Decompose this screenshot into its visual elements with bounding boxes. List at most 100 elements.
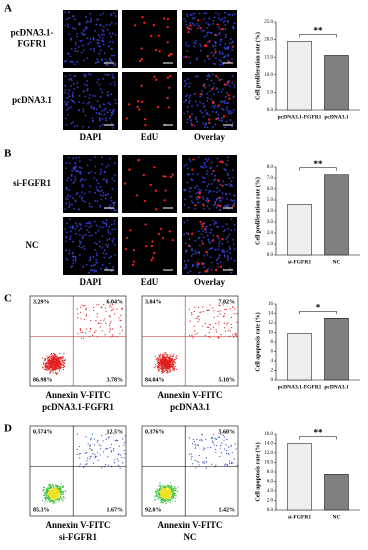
plot-title: pcDNA3.1 bbox=[170, 402, 210, 412]
nucleus bbox=[229, 193, 231, 195]
nucleus bbox=[113, 180, 115, 182]
nucleus bbox=[209, 242, 211, 244]
event bbox=[161, 491, 162, 492]
event bbox=[110, 329, 111, 330]
nucleus bbox=[67, 26, 69, 28]
event bbox=[159, 493, 160, 494]
nucleus bbox=[86, 229, 88, 231]
nucleus bbox=[207, 126, 209, 128]
nucleus bbox=[194, 93, 196, 95]
nucleus bbox=[214, 48, 216, 50]
nucleus bbox=[187, 260, 189, 262]
event bbox=[162, 484, 163, 485]
nucleus bbox=[233, 84, 235, 86]
nucleus bbox=[184, 221, 186, 223]
event bbox=[80, 312, 81, 313]
event bbox=[157, 495, 158, 496]
nucleus bbox=[195, 100, 197, 102]
nucleus bbox=[186, 42, 188, 44]
quadrant-percent: 3.29% bbox=[33, 299, 50, 305]
event bbox=[85, 332, 86, 333]
event bbox=[208, 327, 209, 328]
nucleus bbox=[82, 200, 84, 202]
event bbox=[54, 361, 55, 362]
nucleus bbox=[86, 90, 88, 92]
nucleus bbox=[109, 103, 111, 105]
nucleus bbox=[112, 76, 114, 78]
nucleus bbox=[92, 120, 94, 122]
event bbox=[55, 360, 56, 361]
edu-cell bbox=[162, 237, 164, 239]
event bbox=[114, 462, 115, 463]
event bbox=[169, 364, 170, 365]
event bbox=[90, 328, 91, 329]
event bbox=[199, 455, 200, 456]
event bbox=[114, 459, 115, 460]
event bbox=[62, 499, 63, 500]
event bbox=[226, 324, 227, 325]
event bbox=[169, 355, 170, 356]
event bbox=[46, 495, 47, 496]
event bbox=[161, 498, 162, 499]
event bbox=[216, 445, 217, 446]
nucleus bbox=[195, 40, 197, 42]
event bbox=[191, 335, 192, 336]
event bbox=[229, 461, 230, 462]
bar bbox=[288, 444, 312, 511]
event bbox=[160, 486, 161, 487]
nucleus bbox=[231, 185, 233, 187]
nucleus bbox=[207, 97, 209, 99]
nucleus bbox=[201, 228, 203, 230]
nucleus bbox=[83, 246, 85, 248]
event bbox=[63, 497, 64, 498]
event bbox=[172, 496, 173, 497]
nucleus bbox=[105, 194, 107, 196]
nucleus bbox=[213, 93, 215, 95]
event bbox=[161, 366, 162, 367]
nucleus bbox=[98, 45, 100, 47]
nucleus bbox=[109, 158, 111, 160]
event bbox=[218, 337, 219, 338]
nucleus bbox=[222, 180, 224, 182]
event bbox=[232, 452, 233, 453]
event bbox=[159, 484, 160, 485]
event bbox=[97, 316, 98, 317]
nucleus bbox=[101, 59, 103, 61]
event bbox=[57, 359, 58, 360]
nucleus bbox=[90, 258, 92, 260]
nucleus bbox=[191, 250, 193, 252]
edu-cell bbox=[128, 103, 130, 105]
nucleus bbox=[81, 179, 83, 181]
nucleus bbox=[101, 163, 103, 165]
nucleus bbox=[67, 101, 69, 103]
event bbox=[45, 363, 46, 364]
nucleus bbox=[112, 41, 114, 43]
nucleus bbox=[213, 53, 215, 55]
edu-cell bbox=[217, 204, 219, 206]
nucleus bbox=[65, 167, 67, 169]
nucleus bbox=[189, 158, 191, 160]
edu-cell bbox=[186, 27, 188, 29]
nucleus bbox=[86, 85, 88, 87]
nucleus bbox=[84, 96, 86, 98]
event bbox=[170, 369, 171, 370]
nucleus bbox=[192, 173, 194, 175]
event bbox=[196, 333, 197, 334]
nucleus bbox=[95, 262, 97, 264]
event bbox=[65, 491, 66, 492]
event bbox=[194, 330, 195, 331]
nucleus bbox=[68, 202, 70, 204]
nucleus bbox=[230, 258, 232, 260]
edu-cell bbox=[171, 53, 173, 55]
event bbox=[198, 316, 199, 317]
event bbox=[61, 498, 62, 499]
event bbox=[56, 373, 57, 374]
edu-cell bbox=[158, 34, 160, 36]
event bbox=[224, 323, 225, 324]
nucleus bbox=[223, 168, 225, 170]
event bbox=[199, 319, 200, 320]
nucleus bbox=[107, 229, 109, 231]
nucleus bbox=[215, 111, 217, 113]
nucleus bbox=[111, 271, 113, 273]
nucleus bbox=[217, 258, 219, 260]
